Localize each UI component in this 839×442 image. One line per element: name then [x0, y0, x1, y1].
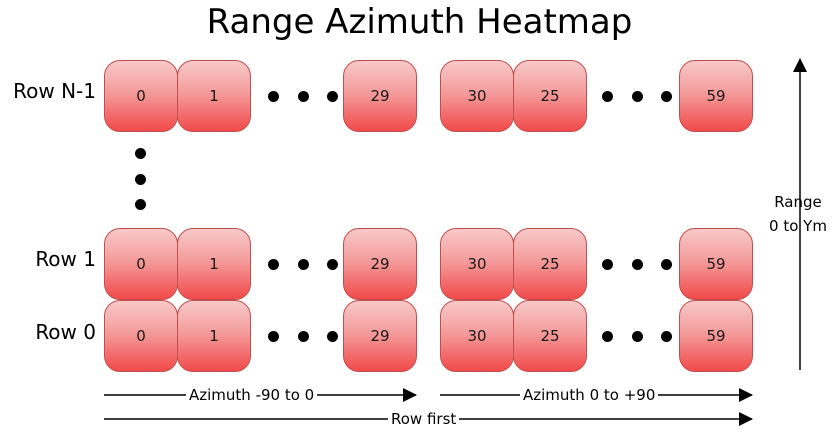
heatmap-cell: 59 [679, 300, 753, 372]
diagram-title: Range Azimuth Heatmap [206, 2, 633, 42]
row-label-n-minus-1: Row N-1 [13, 79, 96, 103]
heatmap-cell: 25 [513, 300, 587, 372]
heatmap-cell: 0 [104, 300, 178, 372]
heatmap-cell: 0 [104, 60, 178, 132]
heatmap-cell: 25 [513, 228, 587, 300]
row-first-label: Row first [388, 410, 460, 428]
heatmap-cell: 1 [177, 300, 251, 372]
horizontal-ellipsis [602, 257, 672, 271]
heatmap-cell: 1 [177, 60, 251, 132]
vertical-ellipsis [135, 148, 146, 210]
heatmap-cell: 59 [679, 228, 753, 300]
horizontal-ellipsis [268, 329, 338, 343]
row-label-0: Row 0 [35, 320, 96, 344]
heatmap-cell: 30 [440, 228, 514, 300]
azimuth-left-label: Azimuth -90 to 0 [186, 386, 318, 404]
range-label-line2: 0 to Ym [769, 217, 827, 235]
heatmap-cell: 29 [343, 60, 417, 132]
heatmap-cell: 59 [679, 60, 753, 132]
horizontal-ellipsis [268, 89, 338, 103]
azimuth-right-label: Azimuth 0 to +90 [520, 386, 659, 404]
range-label: Range 0 to Ym [756, 190, 839, 238]
row-label-1: Row 1 [35, 247, 96, 271]
heatmap-cell: 0 [104, 228, 178, 300]
range-label-line1: Range [774, 193, 822, 211]
horizontal-ellipsis [602, 89, 672, 103]
heatmap-cell: 30 [440, 60, 514, 132]
heatmap-cell: 1 [177, 228, 251, 300]
horizontal-ellipsis [602, 329, 672, 343]
heatmap-cell: 30 [440, 300, 514, 372]
heatmap-cell: 25 [513, 60, 587, 132]
heatmap-cell: 29 [343, 228, 417, 300]
horizontal-ellipsis [268, 257, 338, 271]
heatmap-cell: 29 [343, 300, 417, 372]
